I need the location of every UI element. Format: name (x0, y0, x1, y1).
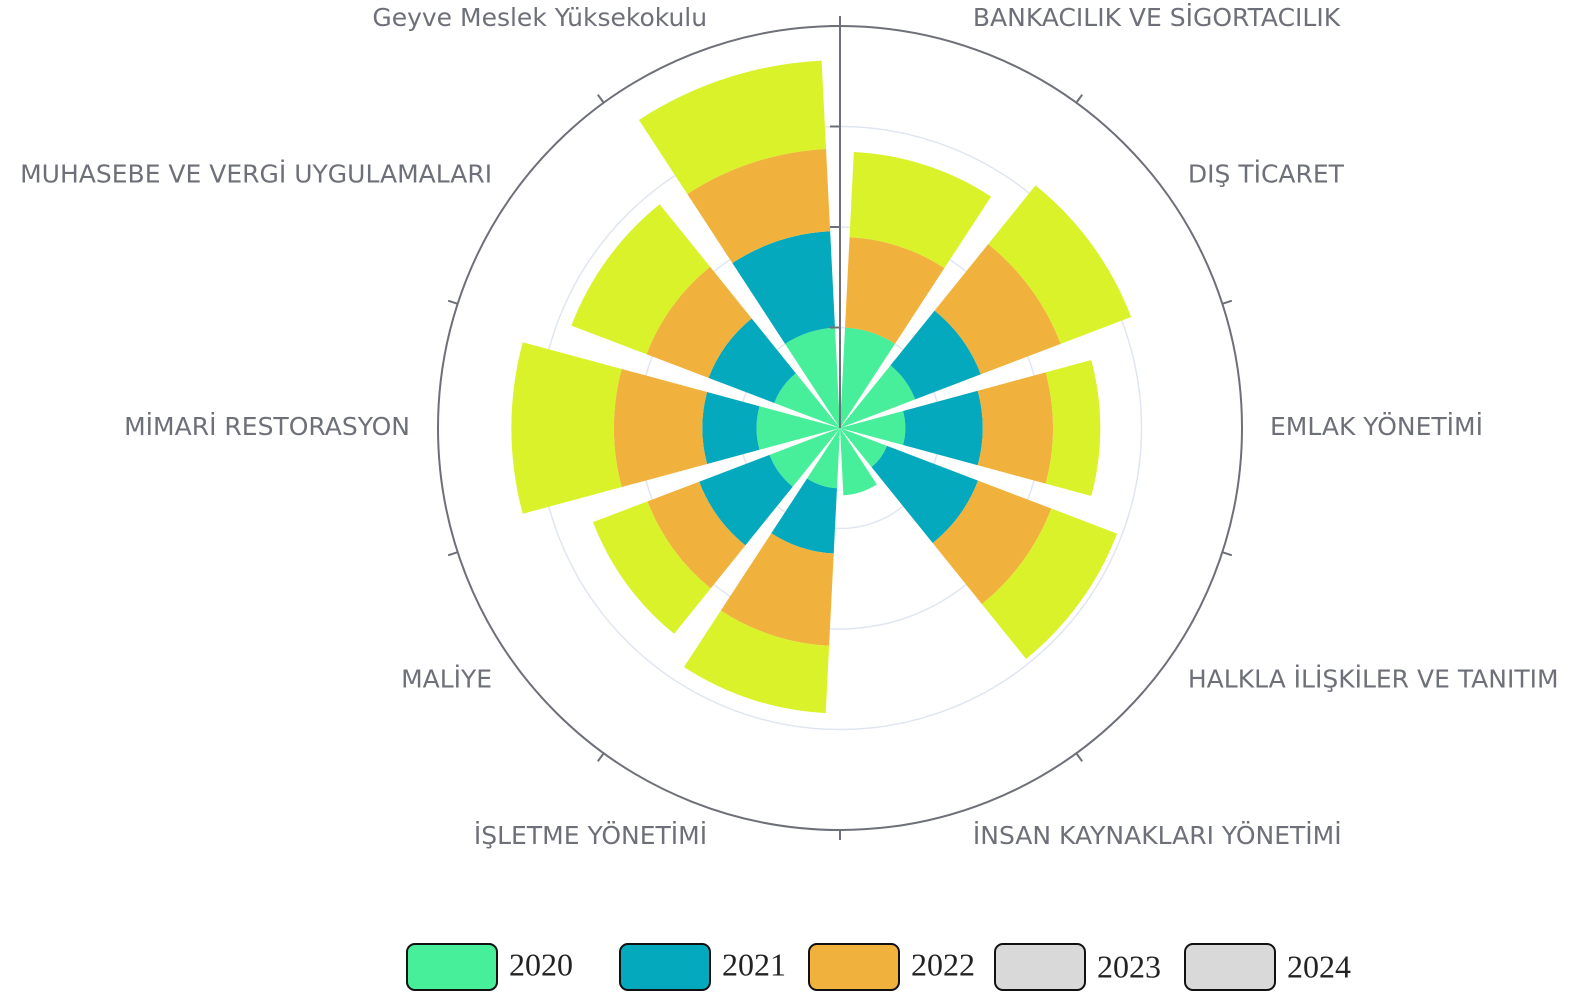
bar-segment (977, 372, 1054, 484)
bar-segment (687, 148, 831, 264)
legend-label: 2021 (722, 946, 786, 982)
bar-segment (988, 185, 1132, 344)
bar-segment (647, 481, 746, 589)
bar-segment (708, 318, 796, 403)
legend-swatch (406, 943, 498, 991)
bar-segment (840, 428, 877, 496)
legend-swatch (808, 943, 900, 991)
bar-segment (720, 533, 834, 646)
bar-segment (683, 610, 830, 714)
bar-segment (771, 478, 837, 554)
bar-segment (840, 410, 906, 446)
category-label: İŞLETME YÖNETİMİ (474, 821, 707, 850)
bar-segment (932, 480, 1052, 605)
bar-segment (807, 428, 840, 489)
bar-segment (981, 508, 1118, 659)
angle-tick (447, 551, 458, 557)
legend-label: 2024 (1287, 948, 1351, 984)
angle-tick (447, 299, 458, 305)
bar-segment (785, 327, 840, 428)
legend-label: 2022 (911, 946, 975, 982)
category-label: MİMARİ RESTORASYON (124, 412, 410, 441)
category-label: Geyve Meslek Yüksekokulu (372, 3, 707, 32)
category-label: EMLAK YÖNETİMİ (1270, 412, 1483, 441)
angle-tick (1222, 299, 1233, 305)
bar-segment (1045, 360, 1101, 496)
bar-segment (702, 392, 760, 464)
bar-segment (840, 428, 887, 468)
category-label: HALKLA İLİŞKİLER VE TANITIM (1188, 665, 1559, 694)
category-label: MALİYE (401, 665, 492, 694)
bar-segment (511, 342, 622, 514)
bar-segment (840, 327, 895, 428)
angle-tick (1222, 551, 1233, 557)
bar-segment (699, 454, 793, 546)
bar-segment (769, 428, 840, 487)
bar-segment (840, 365, 916, 428)
bar-segment (756, 406, 840, 450)
bar-segment (845, 237, 945, 344)
bar-segment (732, 231, 835, 344)
category-label: BANKACILIK VE SİGORTACILIK (973, 3, 1341, 32)
bar-segment (613, 368, 708, 488)
bar-segment (774, 373, 840, 428)
bar-segment (571, 204, 711, 355)
bar-segment (890, 310, 981, 400)
legend-label: 2023 (1097, 948, 1161, 984)
bar-segment (646, 266, 752, 378)
bar-segment (903, 390, 983, 466)
bar-segment (638, 60, 827, 195)
legend-swatch (619, 943, 711, 991)
bar-segment (871, 445, 979, 544)
bar-segment (593, 501, 711, 634)
category-label: DIŞ TİCARET (1188, 159, 1345, 188)
angle-tick (597, 94, 605, 104)
angle-tick (1075, 94, 1083, 104)
bar-segment (934, 244, 1061, 375)
legend-swatch (1184, 943, 1276, 991)
bar-segment (849, 151, 992, 269)
category-label: İNSAN KAYNAKLARI YÖNETİMİ (973, 821, 1342, 850)
legend-swatch (994, 943, 1086, 991)
angle-tick (1075, 752, 1083, 762)
legend-label: 2020 (509, 946, 573, 982)
category-label: MUHASEBE VE VERGİ UYGULAMALARI (20, 159, 492, 188)
angle-tick (597, 752, 605, 762)
